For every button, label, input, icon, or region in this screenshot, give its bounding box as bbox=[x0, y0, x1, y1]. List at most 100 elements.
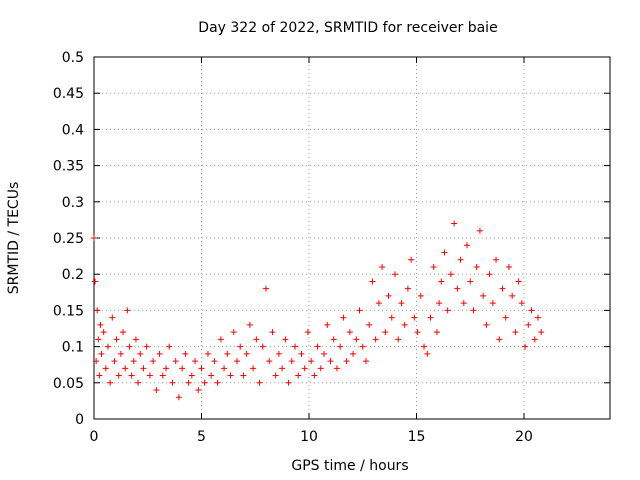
data-point bbox=[132, 336, 139, 343]
data-point bbox=[272, 372, 279, 379]
data-point bbox=[214, 379, 221, 386]
data-point bbox=[499, 285, 506, 292]
data-point bbox=[359, 343, 366, 350]
data-point bbox=[295, 372, 302, 379]
data-point bbox=[512, 329, 519, 336]
y-tick-label: 0.3 bbox=[62, 195, 84, 211]
data-point bbox=[153, 387, 160, 394]
data-point bbox=[266, 358, 273, 365]
data-point bbox=[438, 278, 445, 285]
data-point bbox=[308, 358, 315, 365]
data-point bbox=[483, 321, 490, 328]
y-tick-label: 0.4 bbox=[62, 122, 84, 138]
data-point bbox=[372, 336, 379, 343]
data-point bbox=[146, 372, 153, 379]
data-point bbox=[104, 343, 111, 350]
data-point bbox=[385, 292, 392, 299]
data-point bbox=[150, 358, 157, 365]
data-point bbox=[96, 372, 103, 379]
data-point bbox=[253, 336, 260, 343]
x-tick-label: 5 bbox=[197, 429, 206, 445]
data-point bbox=[379, 263, 386, 270]
data-point bbox=[259, 343, 266, 350]
data-point bbox=[447, 271, 454, 278]
x-tick-label: 20 bbox=[515, 429, 533, 445]
data-point bbox=[93, 358, 100, 365]
data-point bbox=[227, 372, 234, 379]
data-point bbox=[366, 321, 373, 328]
data-point bbox=[109, 314, 116, 321]
data-point bbox=[522, 343, 529, 350]
data-point bbox=[97, 321, 104, 328]
data-point bbox=[464, 242, 471, 249]
data-point bbox=[156, 350, 163, 357]
data-point bbox=[233, 358, 240, 365]
data-point bbox=[246, 321, 253, 328]
chart-title: Day 322 of 2022, SRMTID for receiver bai… bbox=[198, 20, 497, 36]
data-point bbox=[362, 358, 369, 365]
x-tick-label: 10 bbox=[300, 429, 318, 445]
data-point bbox=[353, 336, 360, 343]
data-point bbox=[250, 365, 257, 372]
data-point bbox=[172, 358, 179, 365]
data-point bbox=[221, 365, 228, 372]
data-point bbox=[433, 329, 440, 336]
data-point bbox=[130, 358, 137, 365]
data-point bbox=[243, 350, 250, 357]
data-point bbox=[538, 329, 545, 336]
data-point bbox=[188, 372, 195, 379]
data-point bbox=[135, 379, 142, 386]
y-tick-label: 0.15 bbox=[53, 303, 84, 319]
data-point bbox=[421, 343, 428, 350]
data-point bbox=[100, 329, 107, 336]
data-point bbox=[395, 336, 402, 343]
grid-lines bbox=[94, 57, 610, 419]
data-point bbox=[240, 372, 247, 379]
data-point bbox=[208, 372, 215, 379]
data-point bbox=[94, 307, 101, 314]
data-point bbox=[91, 235, 97, 241]
data-point bbox=[285, 379, 292, 386]
data-point bbox=[211, 358, 218, 365]
data-point bbox=[333, 365, 340, 372]
data-point bbox=[343, 358, 350, 365]
y-tick-label: 0.1 bbox=[62, 340, 84, 356]
data-point bbox=[337, 343, 344, 350]
data-point bbox=[330, 336, 337, 343]
data-point bbox=[314, 343, 321, 350]
data-point bbox=[159, 372, 166, 379]
data-point bbox=[404, 285, 411, 292]
data-point bbox=[369, 278, 376, 285]
data-point bbox=[185, 379, 192, 386]
data-point bbox=[340, 314, 347, 321]
data-point bbox=[224, 350, 231, 357]
data-point bbox=[237, 343, 244, 350]
data-point bbox=[256, 379, 263, 386]
data-point bbox=[128, 372, 135, 379]
data-point bbox=[275, 350, 282, 357]
data-point bbox=[509, 292, 516, 299]
y-tick-label: 0.2 bbox=[62, 267, 84, 283]
data-point bbox=[486, 271, 493, 278]
data-point bbox=[126, 343, 133, 350]
data-point bbox=[198, 365, 205, 372]
data-point bbox=[117, 350, 124, 357]
data-point bbox=[124, 307, 131, 314]
data-point bbox=[324, 321, 331, 328]
data-point bbox=[192, 358, 199, 365]
y-axis-label: SRMTID / TECUs bbox=[6, 182, 22, 295]
data-point bbox=[346, 329, 353, 336]
data-point bbox=[269, 329, 276, 336]
data-point bbox=[292, 343, 299, 350]
data-point bbox=[528, 307, 535, 314]
data-point bbox=[98, 350, 105, 357]
data-point bbox=[204, 350, 211, 357]
x-axis-label: GPS time / hours bbox=[291, 458, 408, 474]
data-point bbox=[166, 343, 173, 350]
data-point bbox=[467, 278, 474, 285]
data-points bbox=[91, 220, 545, 401]
data-point bbox=[113, 336, 120, 343]
data-point bbox=[327, 358, 334, 365]
data-point bbox=[120, 329, 127, 336]
data-point bbox=[525, 321, 532, 328]
